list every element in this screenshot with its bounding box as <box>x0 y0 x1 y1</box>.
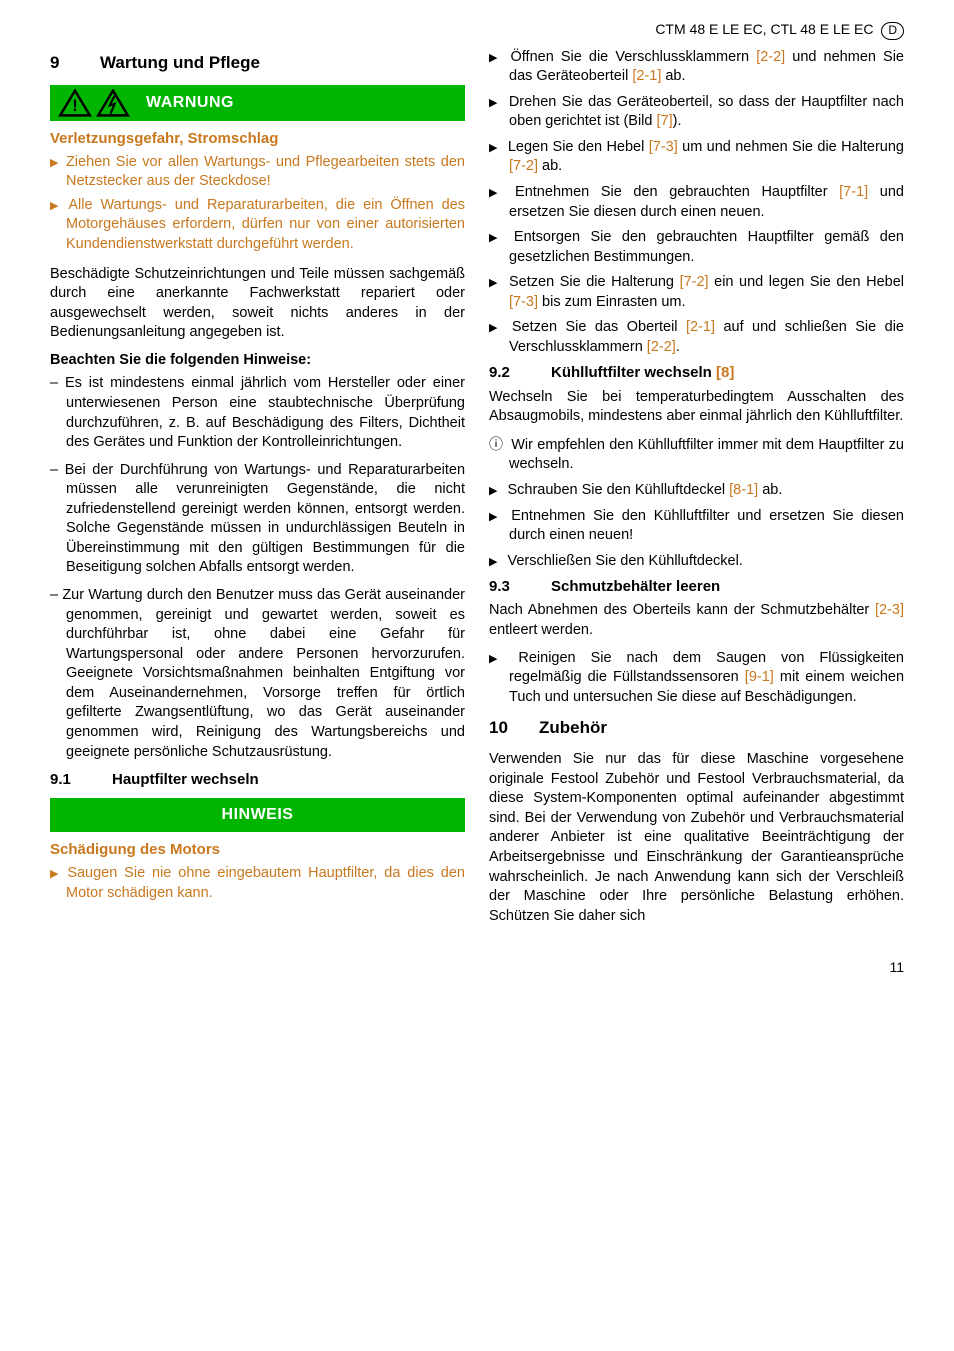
body-paragraph: Verwenden Sie nur das für diese Maschine… <box>489 750 904 926</box>
subsection-9-1: 9.1Hauptfilter wechseln <box>50 770 465 790</box>
info-list: Wir empfehlen den Kühlluftfilter immer m… <box>489 435 904 475</box>
language-badge: D <box>881 22 904 40</box>
section-title: Zubehör <box>539 718 607 737</box>
warning-label: WARNUNG <box>146 92 234 114</box>
list-item: Setzen Sie die Halterung [7-2] ein und l… <box>489 273 904 312</box>
body-paragraph: Wechseln Sie bei temperaturbedingtem Aus… <box>489 388 904 427</box>
list-item: Wir empfehlen den Kühlluftfilter immer m… <box>489 435 904 475</box>
section-9-heading: 9Wartung und Pflege <box>50 52 465 75</box>
subsection-9-2: 9.2Kühlluftfilter wechseln [8] <box>489 363 904 383</box>
list-item: Bei der Durchführung von Wartungs- und R… <box>50 461 465 578</box>
reference: [8] <box>716 364 734 381</box>
subsection-title: Hauptfilter wechseln <box>112 771 259 788</box>
subsection-9-3: 9.3Schmutzbehälter leeren <box>489 577 904 597</box>
electric-triangle-icon <box>96 89 130 117</box>
page-number: 11 <box>50 958 904 977</box>
steps-list-92: Schrauben Sie den Kühlluftdeckel [8-1] a… <box>489 481 904 571</box>
list-item: Es ist mindestens einmal jährlich vom He… <box>50 374 465 452</box>
danger-list-2: Saugen Sie nie ohne eingebautem Hauptfil… <box>50 864 465 903</box>
list-item: Entsorgen Sie den gebrauchten Hauptfilte… <box>489 228 904 267</box>
danger-heading: Verletzungsgefahr, Stromschlag <box>50 129 465 149</box>
danger-heading-2: Schädigung des Motors <box>50 840 465 860</box>
list-item: Öffnen Sie die Verschlussklammern [2-2] … <box>489 48 904 87</box>
warning-triangle-icon: ! <box>58 89 92 117</box>
list-item: Ziehen Sie vor allen Wartungs- und Pfleg… <box>50 153 465 192</box>
subsection-number: 9.3 <box>489 577 551 597</box>
subsection-title: Kühlluftfilter wechseln <box>551 364 716 381</box>
list-item: Setzen Sie das Oberteil [2-1] auf und sc… <box>489 318 904 357</box>
header-text: CTM 48 E LE EC, CTL 48 E LE EC <box>655 21 873 37</box>
list-item: Drehen Sie das Geräteoberteil, so dass d… <box>489 93 904 132</box>
page-header: CTM 48 E LE EC, CTL 48 E LE EC D <box>50 20 904 40</box>
section-title: Wartung und Pflege <box>100 53 260 72</box>
hinweis-box: HINWEIS <box>50 798 465 832</box>
body-paragraph: Nach Abnehmen des Oberteils kann der Sch… <box>489 601 904 640</box>
section-number: 10 <box>489 717 539 740</box>
steps-list-93: Reinigen Sie nach dem Saugen von Flüssig… <box>489 649 904 708</box>
list-item: Alle Wartungs- und Reparaturarbeiten, di… <box>50 196 465 255</box>
hint-heading: Beachten Sie die folgenden Hinweise: <box>50 351 465 371</box>
list-item: Schrauben Sie den Kühlluftdeckel [8-1] a… <box>489 481 904 501</box>
right-column: Öffnen Sie die Verschlussklammern [2-2] … <box>489 48 904 935</box>
subsection-number: 9.1 <box>50 770 112 790</box>
subsection-number: 9.2 <box>489 363 551 383</box>
warning-box: ! WARNUNG <box>50 85 465 121</box>
dash-list: Es ist mindestens einmal jährlich vom He… <box>50 374 465 762</box>
section-10-heading: 10Zubehör <box>489 717 904 740</box>
content-columns: 9Wartung und Pflege ! WARNUNG Verletzung… <box>50 48 904 935</box>
steps-list-91: Öffnen Sie die Verschlussklammern [2-2] … <box>489 48 904 358</box>
subsection-title: Schmutzbehälter leeren <box>551 578 720 595</box>
list-item: Entnehmen Sie den Kühlluftfilter und ers… <box>489 507 904 546</box>
left-column: 9Wartung und Pflege ! WARNUNG Verletzung… <box>50 48 465 935</box>
svg-text:!: ! <box>72 97 77 115</box>
list-item: Verschließen Sie den Kühlluftdeckel. <box>489 552 904 572</box>
danger-list-1: Ziehen Sie vor allen Wartungs- und Pfleg… <box>50 153 465 255</box>
list-item: Legen Sie den Hebel [7-3] um und nehmen … <box>489 138 904 177</box>
list-item: Saugen Sie nie ohne eingebautem Hauptfil… <box>50 864 465 903</box>
list-item: Reinigen Sie nach dem Saugen von Flüssig… <box>489 649 904 708</box>
body-paragraph: Beschädigte Schutzeinrichtungen und Teil… <box>50 265 465 343</box>
list-item: Zur Wartung durch den Benutzer muss das … <box>50 586 465 762</box>
section-number: 9 <box>50 52 100 75</box>
list-item: Entnehmen Sie den gebrauchten Hauptfilte… <box>489 183 904 222</box>
